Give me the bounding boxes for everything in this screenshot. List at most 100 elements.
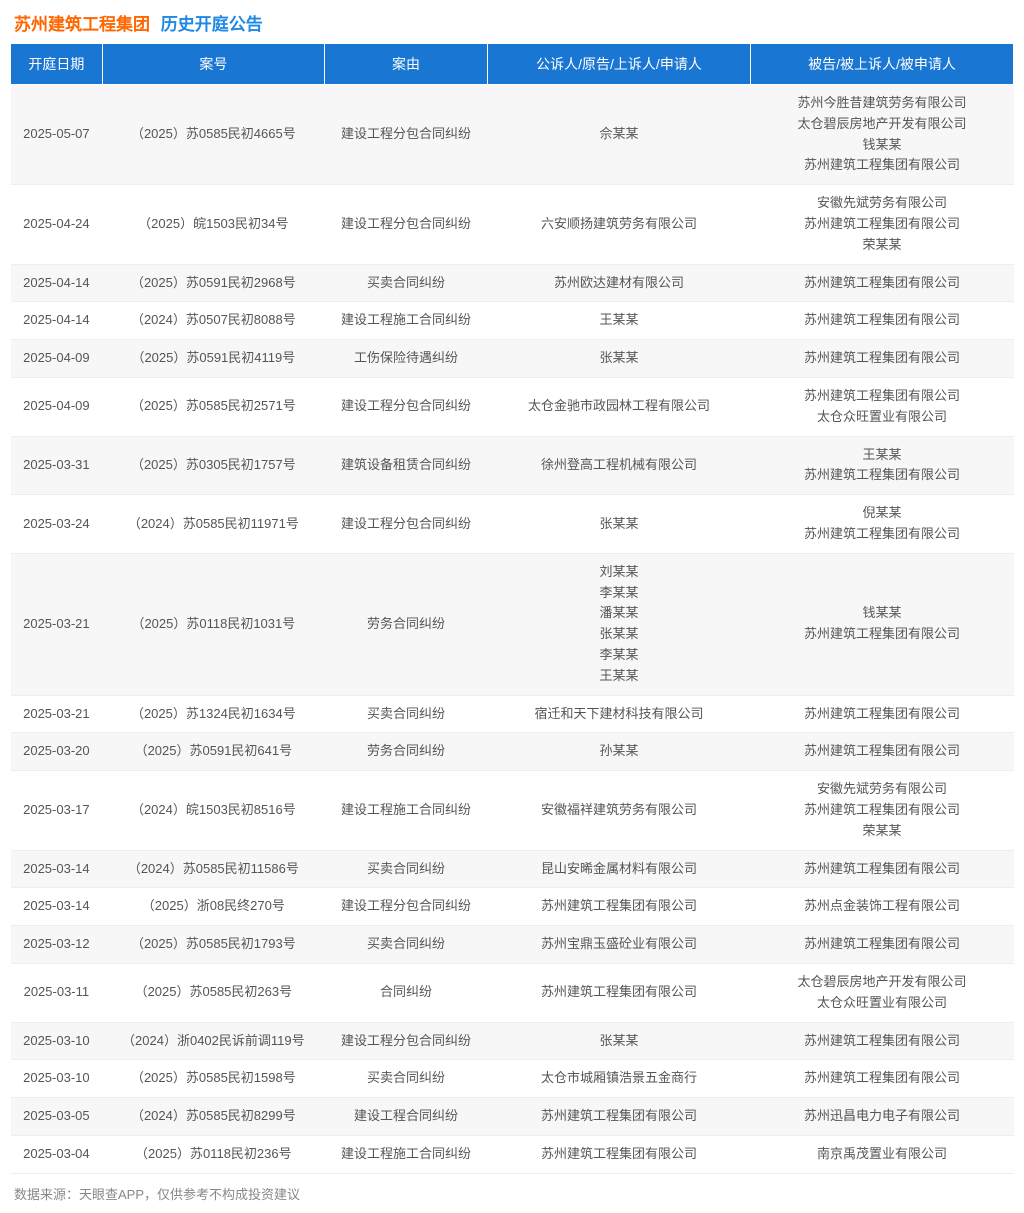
cell-plaintiff: 六安顺扬建筑劳务有限公司 — [488, 185, 751, 264]
table-row: 2025-03-04（2025）苏0118民初236号建设工程施工合同纠纷苏州建… — [11, 1135, 1014, 1173]
cell-reason: 建设工程分包合同纠纷 — [324, 185, 487, 264]
defendant-line: 苏州迅昌电力电子有限公司 — [756, 1106, 1007, 1127]
cell-defendant: 苏州建筑工程集团有限公司 — [750, 695, 1013, 733]
cell-plaintiff: 张某某 — [488, 495, 751, 554]
footer-text: 数据来源：天眼查APP，仅供参考不构成投资建议 — [0, 1174, 1024, 1213]
plaintiff-line: 潘某某 — [494, 603, 745, 624]
plaintiff-line: 宿迁和天下建材科技有限公司 — [494, 704, 745, 725]
cell-case-no: （2024）苏0585民初8299号 — [102, 1098, 324, 1136]
cell-plaintiff: 苏州宝鼎玉盛砼业有限公司 — [488, 926, 751, 964]
plaintiff-line: 苏州欧达建材有限公司 — [494, 273, 745, 294]
plaintiff-line: 张某某 — [494, 1031, 745, 1052]
table-row: 2025-03-14（2025）浙08民终270号建设工程分包合同纠纷苏州建筑工… — [11, 888, 1014, 926]
cell-defendant: 太仓碧辰房地产开发有限公司太仓众旺置业有限公司 — [750, 963, 1013, 1022]
cell-defendant: 苏州今胜昔建筑劳务有限公司太仓碧辰房地产开发有限公司钱某某苏州建筑工程集团有限公… — [750, 85, 1013, 185]
table-row: 2025-04-09（2025）苏0585民初2571号建设工程分包合同纠纷太仓… — [11, 377, 1014, 436]
cell-plaintiff: 苏州建筑工程集团有限公司 — [488, 1135, 751, 1173]
defendant-line: 钱某某 — [756, 603, 1007, 624]
table-row: 2025-03-31（2025）苏0305民初1757号建筑设备租赁合同纠纷徐州… — [11, 436, 1014, 495]
defendant-line: 苏州建筑工程集团有限公司 — [756, 741, 1007, 762]
cell-defendant: 倪某某苏州建筑工程集团有限公司 — [750, 495, 1013, 554]
defendant-line: 苏州建筑工程集团有限公司 — [756, 214, 1007, 235]
cell-defendant: 苏州迅昌电力电子有限公司 — [750, 1098, 1013, 1136]
cell-reason: 买卖合同纠纷 — [324, 850, 487, 888]
cell-defendant: 苏州建筑工程集团有限公司太仓众旺置业有限公司 — [750, 377, 1013, 436]
cell-case-no: （2024）苏0585民初11586号 — [102, 850, 324, 888]
cell-defendant: 苏州建筑工程集团有限公司 — [750, 1022, 1013, 1060]
table-row: 2025-03-10（2024）浙0402民诉前调119号建设工程分包合同纠纷张… — [11, 1022, 1014, 1060]
cell-case-no: （2025）苏0585民初2571号 — [102, 377, 324, 436]
company-name: 苏州建筑工程集团 — [14, 15, 150, 34]
cell-reason: 建设工程施工合同纠纷 — [324, 771, 487, 850]
table-header-row: 开庭日期 案号 案由 公诉人/原告/上诉人/申请人 被告/被上诉人/被申请人 — [11, 44, 1014, 85]
cell-defendant: 安徽先斌劳务有限公司苏州建筑工程集团有限公司荣某某 — [750, 185, 1013, 264]
cell-date: 2025-03-04 — [11, 1135, 103, 1173]
defendant-line: 苏州点金装饰工程有限公司 — [756, 896, 1007, 917]
cell-plaintiff: 张某某 — [488, 340, 751, 378]
cell-defendant: 苏州点金装饰工程有限公司 — [750, 888, 1013, 926]
cell-reason: 劳务合同纠纷 — [324, 733, 487, 771]
cell-date: 2025-03-14 — [11, 850, 103, 888]
table-row: 2025-03-14（2024）苏0585民初11586号买卖合同纠纷昆山安晞金… — [11, 850, 1014, 888]
defendant-line: 苏州建筑工程集团有限公司 — [756, 310, 1007, 331]
cell-plaintiff: 宿迁和天下建材科技有限公司 — [488, 695, 751, 733]
cell-date: 2025-03-10 — [11, 1060, 103, 1098]
cell-defendant: 苏州建筑工程集团有限公司 — [750, 733, 1013, 771]
plaintiff-line: 徐州登高工程机械有限公司 — [494, 455, 745, 476]
plaintiff-line: 刘某某 — [494, 562, 745, 583]
cell-date: 2025-04-09 — [11, 377, 103, 436]
cell-reason: 买卖合同纠纷 — [324, 1060, 487, 1098]
cell-case-no: （2025）苏0305民初1757号 — [102, 436, 324, 495]
plaintiff-line: 孙某某 — [494, 741, 745, 762]
defendant-line: 倪某某 — [756, 503, 1007, 524]
cell-case-no: （2025）苏0585民初263号 — [102, 963, 324, 1022]
table-row: 2025-04-09（2025）苏0591民初4119号工伤保险待遇纠纷张某某苏… — [11, 340, 1014, 378]
cell-reason: 建设工程分包合同纠纷 — [324, 495, 487, 554]
cell-case-no: （2025）苏0591民初4119号 — [102, 340, 324, 378]
cell-defendant: 王某某苏州建筑工程集团有限公司 — [750, 436, 1013, 495]
defendant-line: 苏州建筑工程集团有限公司 — [756, 273, 1007, 294]
cell-date: 2025-03-20 — [11, 733, 103, 771]
table-container: 开庭日期 案号 案由 公诉人/原告/上诉人/申请人 被告/被上诉人/被申请人 2… — [0, 43, 1024, 1174]
defendant-line: 苏州建筑工程集团有限公司 — [756, 800, 1007, 821]
cell-plaintiff: 孙某某 — [488, 733, 751, 771]
cell-date: 2025-03-24 — [11, 495, 103, 554]
cell-defendant: 苏州建筑工程集团有限公司 — [750, 340, 1013, 378]
cell-reason: 建设工程施工合同纠纷 — [324, 302, 487, 340]
defendant-line: 安徽先斌劳务有限公司 — [756, 779, 1007, 800]
plaintiff-line: 苏州宝鼎玉盛砼业有限公司 — [494, 934, 745, 955]
defendant-line: 苏州建筑工程集团有限公司 — [756, 386, 1007, 407]
col-header-reason: 案由 — [324, 44, 487, 85]
table-row: 2025-05-07（2025）苏0585民初4665号建设工程分包合同纠纷佘某… — [11, 85, 1014, 185]
plaintiff-line: 安徽福祥建筑劳务有限公司 — [494, 800, 745, 821]
cell-defendant: 苏州建筑工程集团有限公司 — [750, 850, 1013, 888]
defendant-line: 太仓碧辰房地产开发有限公司 — [756, 972, 1007, 993]
plaintiff-line: 六安顺扬建筑劳务有限公司 — [494, 214, 745, 235]
cell-case-no: （2024）苏0507民初8088号 — [102, 302, 324, 340]
table-row: 2025-04-14（2024）苏0507民初8088号建设工程施工合同纠纷王某… — [11, 302, 1014, 340]
page-title: 历史开庭公告 — [161, 15, 263, 34]
cell-plaintiff: 安徽福祥建筑劳务有限公司 — [488, 771, 751, 850]
cell-case-no: （2025）苏0585民初1598号 — [102, 1060, 324, 1098]
col-header-defendant: 被告/被上诉人/被申请人 — [750, 44, 1013, 85]
cell-date: 2025-03-17 — [11, 771, 103, 850]
defendant-line: 安徽先斌劳务有限公司 — [756, 193, 1007, 214]
cell-plaintiff: 徐州登高工程机械有限公司 — [488, 436, 751, 495]
table-body: 2025-05-07（2025）苏0585民初4665号建设工程分包合同纠纷佘某… — [11, 85, 1014, 1174]
defendant-line: 苏州建筑工程集团有限公司 — [756, 859, 1007, 880]
cell-reason: 合同纠纷 — [324, 963, 487, 1022]
cell-plaintiff: 刘某某李某某潘某某张某某李某某王某某 — [488, 553, 751, 695]
cell-defendant: 南京禹茂置业有限公司 — [750, 1135, 1013, 1173]
cell-plaintiff: 张某某 — [488, 1022, 751, 1060]
plaintiff-line: 李某某 — [494, 645, 745, 666]
plaintiff-line: 苏州建筑工程集团有限公司 — [494, 1106, 745, 1127]
defendant-line: 苏州建筑工程集团有限公司 — [756, 524, 1007, 545]
cell-case-no: （2025）苏1324民初1634号 — [102, 695, 324, 733]
cell-defendant: 苏州建筑工程集团有限公司 — [750, 264, 1013, 302]
plaintiff-line: 张某某 — [494, 514, 745, 535]
plaintiff-line: 李某某 — [494, 583, 745, 604]
cell-plaintiff: 苏州建筑工程集团有限公司 — [488, 1098, 751, 1136]
cell-plaintiff: 王某某 — [488, 302, 751, 340]
table-row: 2025-03-05（2024）苏0585民初8299号建设工程合同纠纷苏州建筑… — [11, 1098, 1014, 1136]
cell-case-no: （2025）苏0591民初641号 — [102, 733, 324, 771]
